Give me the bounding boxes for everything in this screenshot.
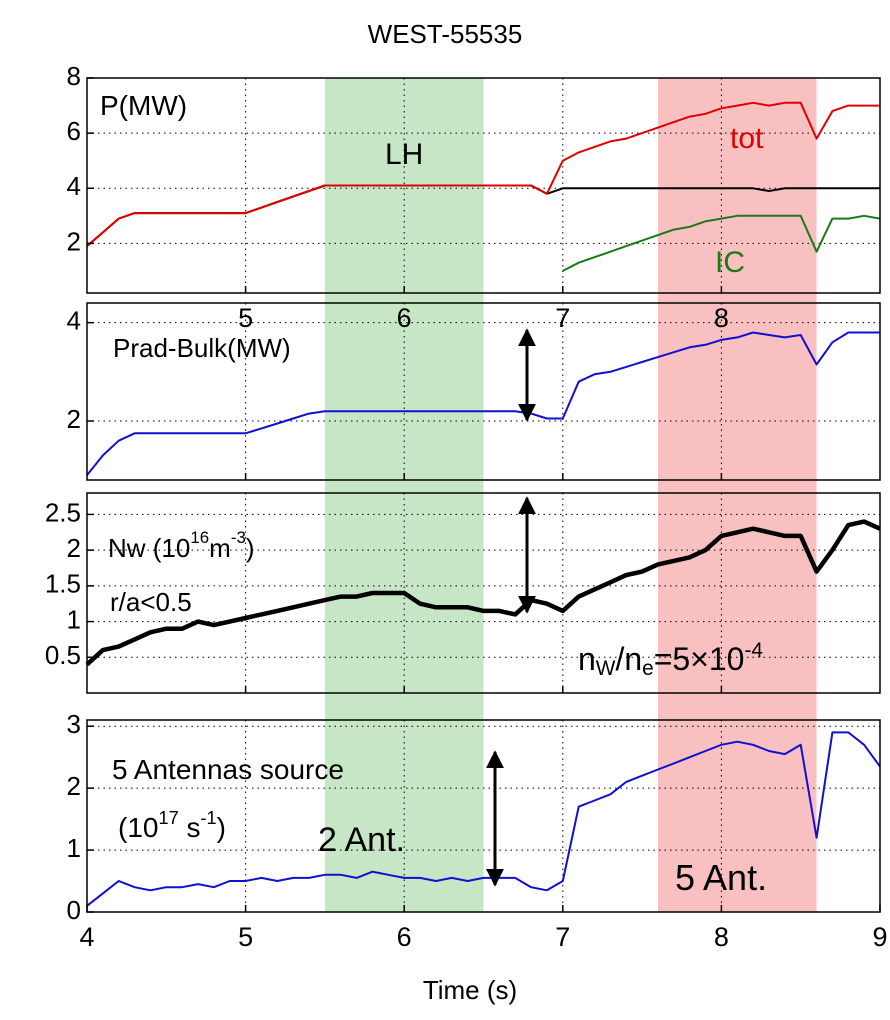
series-label: LH [385, 138, 423, 171]
x-tick-label: 6 [397, 303, 412, 333]
shading [324, 78, 817, 912]
annotation-part: -1 [200, 808, 216, 828]
shaded-region [657, 78, 817, 912]
annotation-part: n [578, 641, 596, 677]
annotation-part: ) [217, 812, 226, 843]
y-tick-label: 0.5 [45, 640, 81, 670]
annotation-part: Prad-Bulk(MW) [113, 333, 291, 363]
y-tick-label: 1.5 [45, 569, 81, 599]
annotation-part: 16 [190, 528, 209, 547]
annotation-part: (10 [118, 812, 158, 843]
x-axis-label: Time (s) [423, 975, 517, 1005]
x-tick-label: 9 [872, 922, 887, 952]
arrows [486, 328, 536, 887]
annotation-part: W [596, 657, 616, 680]
annotation: nW/ne=5×10-4 [578, 639, 763, 680]
y-tick-label: 1 [67, 604, 81, 634]
annotation-part: m [209, 533, 231, 563]
y-tick-label: 2 [67, 533, 81, 563]
annotation-part: s [179, 812, 201, 843]
panel-frame [86, 492, 881, 694]
annotation: P(MW) [100, 90, 187, 121]
series-line [86, 101, 880, 247]
y-tick-label: 8 [67, 61, 81, 91]
annotation-part: P(MW) [100, 90, 187, 121]
x-tick-label: 8 [714, 303, 729, 333]
annotation-part: 5 Antennas source [112, 754, 344, 785]
y-tick-label: 4 [67, 306, 81, 336]
annotation: 2 Ant. [318, 821, 405, 859]
annotation-part: 2 Ant. [318, 821, 405, 859]
texts: WEST-55535 Time (s) 2 4 6 8 5 6 7 8 LH tot IC P(MW)… [45, 19, 888, 1005]
panel-frame [86, 302, 881, 481]
y-tick-label: 2 [67, 226, 81, 256]
y-tick-label: 1 [67, 833, 81, 863]
x-tick-label: 8 [714, 922, 729, 952]
chart-title: WEST-55535 [368, 19, 523, 49]
y-tick-label: 0 [67, 895, 81, 925]
series-line [86, 331, 880, 476]
annotation-part: -4 [744, 639, 763, 662]
lines [85, 101, 881, 907]
y-tick-label: 3 [67, 709, 81, 739]
series-line [85, 519, 881, 667]
x-tick-label: 6 [397, 922, 412, 952]
annotation-part: /n [615, 641, 642, 677]
annotation-part: ) [246, 533, 255, 563]
frames [86, 77, 881, 913]
x-tick-label: 7 [555, 303, 570, 333]
annotation: Prad-Bulk(MW) [113, 333, 291, 363]
annotation-part: =5×10 [654, 641, 745, 677]
y-tick-label: 2 [67, 771, 81, 801]
x-tick-label: 7 [555, 922, 570, 952]
y-tick-label: 2 [67, 404, 81, 434]
grid [86, 77, 881, 913]
annotation-part: Nw (10 [108, 533, 190, 563]
series-line [562, 214, 881, 272]
annotation: 5 Ant. [675, 857, 767, 898]
annotation-part: 5 Ant. [675, 857, 767, 898]
y-tick-label: 4 [67, 171, 81, 201]
x-tick-label: 5 [238, 922, 253, 952]
panel-frame [86, 77, 881, 294]
annotation: (1017 s-1) [118, 808, 226, 844]
y-tick-label: 6 [67, 116, 81, 146]
x-tick-label: 4 [79, 922, 94, 952]
annotation: Nw (1016m-3) [108, 528, 255, 562]
panel-frame [86, 719, 881, 913]
x-tick-label: 5 [238, 303, 253, 333]
series-label: IC [715, 246, 745, 279]
annotation-part: e [642, 657, 654, 680]
series-line [86, 731, 881, 907]
annotation-part: 17 [158, 808, 178, 828]
series-label: tot [730, 122, 764, 155]
annotation: 5 Antennas source [112, 754, 344, 785]
annotation-part: r/a<0.5 [110, 587, 192, 617]
annotation: r/a<0.5 [110, 587, 192, 617]
y-tick-label: 2.5 [45, 497, 81, 527]
annotation-part: -3 [231, 528, 246, 547]
